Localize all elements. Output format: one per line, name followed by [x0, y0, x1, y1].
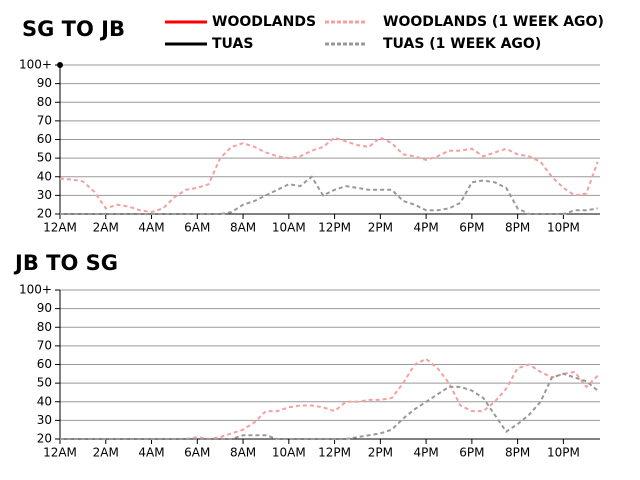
- x-tick-label: 12AM: [43, 221, 77, 235]
- x-tick-label: 2PM: [368, 446, 393, 460]
- y-tick-label: 40: [37, 169, 52, 183]
- legend-label: TUAS: [212, 36, 253, 52]
- y-tick-label: 60: [37, 132, 52, 146]
- x-tick-label: 6AM: [184, 221, 210, 235]
- x-tick-label: 6AM: [184, 446, 210, 460]
- y-tick-label: 90: [37, 301, 52, 315]
- y-tick-label: 20: [37, 432, 52, 446]
- x-tick-label: 10AM: [272, 221, 306, 235]
- x-tick-label: 4PM: [413, 446, 438, 460]
- y-tick-label: 30: [37, 413, 52, 427]
- chart-title: SG TO JB: [22, 17, 125, 41]
- x-tick-label: 10AM: [272, 446, 306, 460]
- legend-label: WOODLANDS: [212, 14, 316, 30]
- x-tick-label: 2PM: [368, 221, 393, 235]
- legend-label: WOODLANDS (1 WEEK AGO): [383, 14, 604, 30]
- y-tick-label: 80: [37, 95, 52, 109]
- x-tick-label: 10PM: [547, 221, 580, 235]
- series-line: [59, 136, 599, 214]
- y-tick-label: 100+: [19, 283, 52, 297]
- y-tick-label: 70: [37, 338, 52, 352]
- series-line: [60, 357, 599, 441]
- x-tick-label: 12AM: [43, 446, 77, 460]
- x-tick-label: 8PM: [505, 446, 530, 460]
- y-tick-label: 40: [37, 394, 52, 408]
- y-tick-label: 30: [37, 188, 52, 202]
- legend-label: TUAS (1 WEEK AGO): [383, 36, 541, 52]
- x-tick-label: 4PM: [413, 221, 438, 235]
- y-tick-label: 60: [37, 357, 52, 371]
- series-line: [60, 372, 599, 440]
- x-tick-label: 2AM: [93, 446, 119, 460]
- x-tick-label: 10PM: [547, 446, 580, 460]
- y-tick-label: 50: [37, 376, 52, 390]
- y-tick-label: 90: [37, 76, 52, 90]
- y-tick-label: 100+: [19, 58, 52, 72]
- y-tick-label: 50: [37, 151, 52, 165]
- x-tick-label: 4AM: [138, 221, 164, 235]
- x-tick-label: 6PM: [459, 221, 484, 235]
- y-tick-label: 80: [37, 320, 52, 334]
- x-tick-label: 4AM: [138, 446, 164, 460]
- y-tick-label: 70: [37, 113, 52, 127]
- data-point: [57, 62, 63, 68]
- x-tick-label: 8AM: [230, 446, 256, 460]
- x-tick-label: 6PM: [459, 446, 484, 460]
- series-line: [60, 175, 598, 215]
- x-tick-label: 8PM: [505, 221, 530, 235]
- x-tick-label: 8AM: [230, 221, 256, 235]
- y-tick-label: 20: [37, 207, 52, 221]
- x-tick-label: 12PM: [318, 446, 351, 460]
- x-tick-label: 2AM: [93, 221, 119, 235]
- x-tick-label: 12PM: [318, 221, 351, 235]
- chart-title: JB TO SG: [13, 251, 118, 275]
